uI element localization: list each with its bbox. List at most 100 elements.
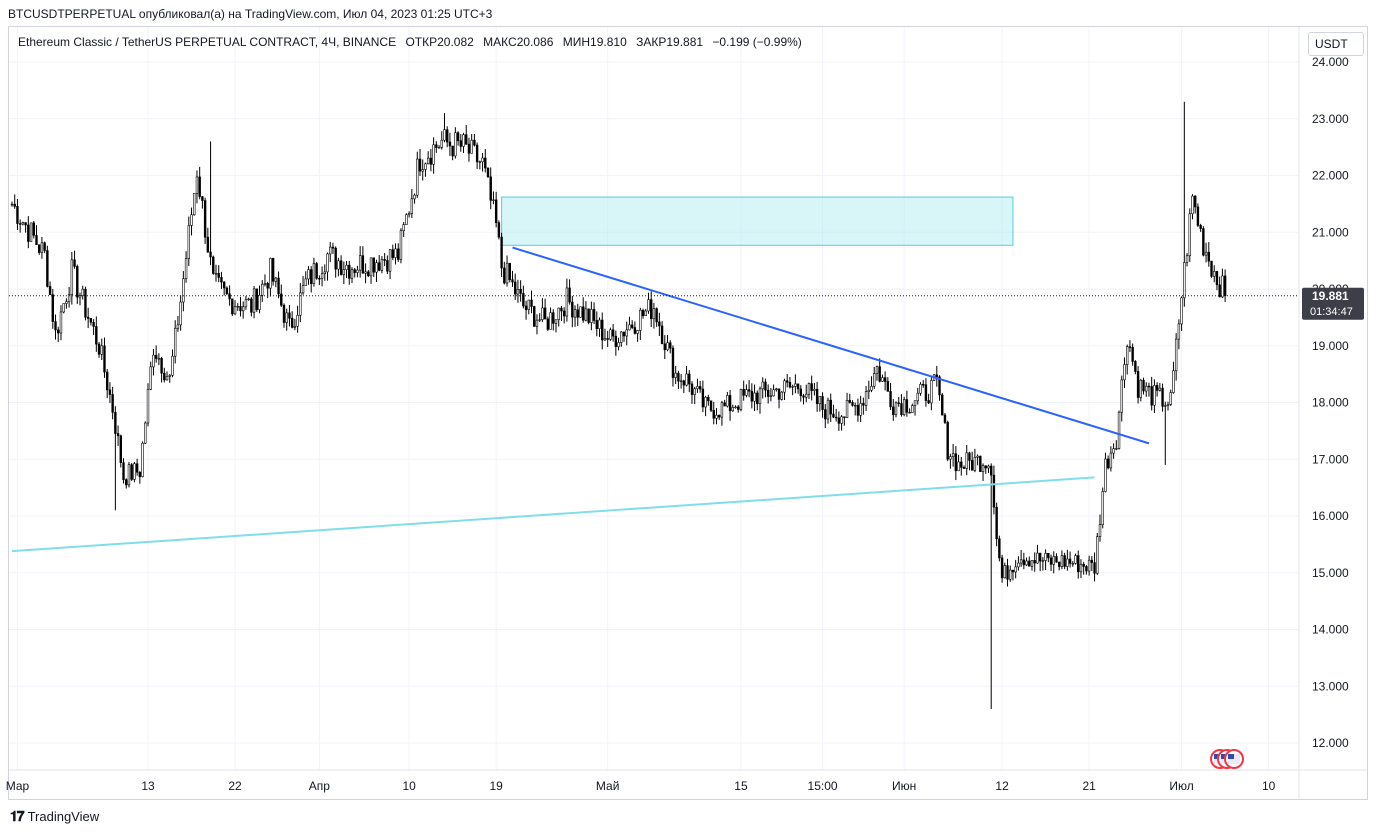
candle-body (889, 391, 892, 408)
last-price-badge (1302, 287, 1364, 320)
candle-body (358, 255, 362, 271)
ascending-support-line[interactable] (11, 476, 1095, 553)
brand-name: TradingView (27, 809, 100, 824)
candle-body (187, 225, 190, 259)
candle-body (209, 251, 212, 258)
candle-body (122, 462, 125, 480)
candle-body (698, 386, 702, 390)
candle-body (886, 381, 890, 392)
candle-body (97, 343, 101, 355)
candle-body (462, 134, 465, 147)
candle-body (1223, 275, 1227, 297)
candle-body (1074, 555, 1077, 564)
drawings-layer (501, 196, 1014, 246)
candle-body (429, 157, 433, 165)
candle-body (1006, 565, 1009, 580)
candle-body (391, 249, 394, 258)
candle-body (35, 235, 38, 246)
symbol-name[interactable]: Ethereum Classic / TetherUS PERPETUAL CO… (18, 35, 397, 49)
candle-body (617, 342, 620, 347)
candle-body (688, 373, 691, 385)
candle-body (791, 386, 794, 388)
candle-body (644, 310, 647, 317)
time-axis: Мар 13 22 Апр 10 19 Май 15 15:00 Июн 12 21 Июл 10 (6, 769, 1367, 793)
candle-body (581, 306, 585, 321)
candle-body (1134, 361, 1137, 372)
candle-body (467, 143, 471, 154)
ohlc-change: −0.199 (−0.99%) (712, 35, 802, 49)
candle-body (633, 327, 637, 334)
y-tick-label: 22.000 (1312, 169, 1349, 183)
candle-body (573, 309, 577, 318)
candle-body (397, 248, 400, 260)
candle-body (377, 262, 381, 271)
y-tick-label: 14.000 (1312, 623, 1349, 637)
candle-body (606, 338, 609, 340)
candle-body (788, 381, 792, 388)
candle-body (163, 372, 166, 381)
candle-body (16, 206, 19, 224)
candle-body (456, 132, 460, 142)
y-tick-label: 12.000 (1312, 736, 1349, 750)
candle-body (242, 306, 245, 312)
candle-body (611, 329, 615, 337)
candle-body (674, 372, 677, 378)
candle-body (1030, 560, 1034, 567)
candle-body (146, 389, 150, 424)
candle-body (834, 416, 838, 419)
candle-body (704, 397, 707, 408)
candle-body (445, 129, 449, 143)
candle-body (709, 400, 713, 411)
candle-body (799, 388, 803, 397)
candle-body (821, 396, 824, 410)
candle-body (924, 384, 928, 401)
footer-brand[interactable]: 𝟏𝟕 TradingView (10, 808, 99, 825)
candle-body (481, 157, 484, 163)
candle-body (897, 402, 900, 404)
candle-body (1199, 225, 1202, 229)
candle-body (70, 259, 74, 296)
us-flag-icon[interactable] (1210, 749, 1244, 769)
candle-body (954, 453, 958, 472)
candle-body (1025, 560, 1028, 566)
candle-body (1112, 448, 1115, 454)
descending-trendline[interactable] (512, 246, 1150, 445)
candle-body (388, 249, 392, 272)
candle-body (307, 269, 310, 280)
candle-body (916, 392, 919, 402)
candle-body (723, 402, 726, 407)
publish-header: BTCUSDTPERPETUAL опубликовал(а) на Tradi… (8, 7, 493, 21)
candle-body (541, 307, 544, 320)
candle-body (840, 416, 843, 424)
candle-body (598, 319, 601, 329)
candle-body (968, 452, 971, 461)
candle-body (919, 384, 922, 394)
ohlc-close: ЗАКР19.881 (636, 35, 704, 49)
candle-body (48, 286, 52, 296)
y-tick-label: 15.000 (1312, 566, 1349, 580)
candle-body (802, 395, 805, 398)
candle-body (337, 260, 340, 270)
candle-body (742, 389, 745, 396)
candle-body (927, 400, 930, 404)
candle-body (584, 308, 588, 321)
candle-body (78, 295, 82, 298)
candle-body (739, 389, 743, 410)
candle-body (685, 373, 688, 386)
candle-body (753, 392, 756, 402)
candle-body (513, 281, 517, 295)
candle-body (603, 338, 607, 341)
candle-body (957, 461, 960, 472)
candle-body (1106, 458, 1110, 469)
candle-body (43, 242, 46, 251)
candle-body (750, 390, 754, 402)
candle-body (179, 301, 182, 326)
candle-body (960, 461, 963, 468)
candle-body (682, 380, 686, 386)
supply-zone[interactable] (501, 196, 1014, 246)
currency-button[interactable]: USDT (1308, 32, 1364, 56)
candle-body (1161, 387, 1164, 407)
candle-body (95, 326, 98, 345)
candle-body (228, 293, 231, 300)
